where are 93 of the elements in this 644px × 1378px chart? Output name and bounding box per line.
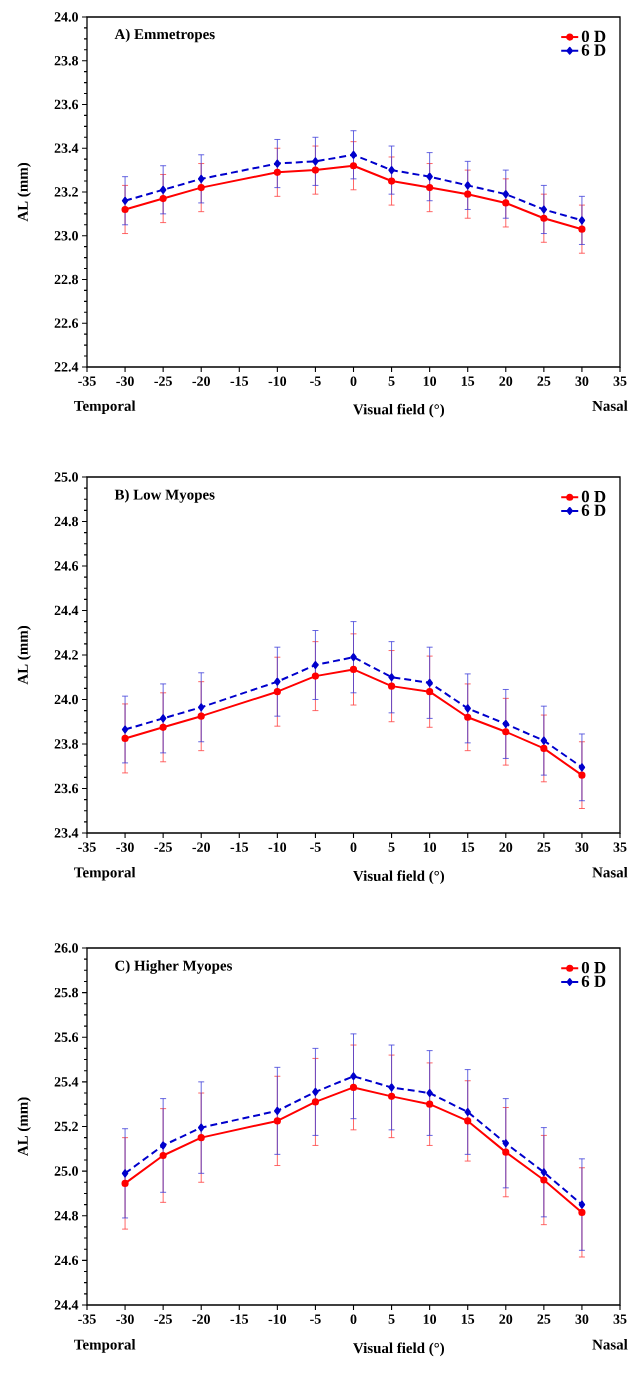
x-tick-label: 5 bbox=[388, 842, 395, 852]
x-tick-label: 0 bbox=[350, 842, 357, 852]
text: Temporal bbox=[74, 867, 136, 881]
y-tick-label: 24.6 bbox=[54, 1255, 79, 1266]
x-tick-label: 25 bbox=[537, 1314, 551, 1324]
x-tick-label: -10 bbox=[268, 1314, 287, 1324]
x-tick-label: 15 bbox=[461, 1314, 475, 1324]
x-tick-label: 10 bbox=[423, 1314, 437, 1324]
y-tick-label: 23.0 bbox=[54, 230, 78, 241]
y-tick-label: 24.4 bbox=[54, 1300, 79, 1310]
x-tick-label: -30 bbox=[116, 842, 134, 852]
x-tick-label: 25 bbox=[537, 376, 551, 386]
x-tick-label: -30 bbox=[116, 1314, 134, 1324]
x-axis-title: Visual field (°) bbox=[353, 1342, 445, 1357]
x-axis-title: Visual field (°) bbox=[353, 403, 445, 418]
y-tick-label: 25.0 bbox=[54, 1166, 78, 1176]
x-tick-label: 30 bbox=[575, 1314, 589, 1324]
y-tick-label: 23.8 bbox=[54, 739, 79, 749]
x-tick-label: -35 bbox=[78, 1314, 96, 1324]
x-tick-label: -30 bbox=[116, 376, 134, 386]
y-tick-label: 24.8 bbox=[54, 1210, 79, 1221]
y-tick-label: 24.2 bbox=[54, 650, 78, 660]
y-tick-label: 24.0 bbox=[54, 12, 78, 22]
x-tick-label: -35 bbox=[78, 842, 96, 852]
x-tick-label: -20 bbox=[192, 1314, 210, 1324]
y-tick-label: 25.8 bbox=[54, 987, 79, 998]
y-tick-label: 23.4 bbox=[54, 828, 79, 838]
x-tick-label: 10 bbox=[423, 842, 437, 852]
y-tick-label: 22.6 bbox=[54, 318, 79, 328]
x-tick-label: 30 bbox=[575, 842, 589, 852]
y-tick-label: 23.6 bbox=[54, 99, 79, 110]
x-tick-label: -25 bbox=[154, 842, 172, 852]
x-tick-label: -10 bbox=[268, 376, 287, 386]
x-tick-label: 20 bbox=[499, 1314, 513, 1324]
text: Nasal bbox=[592, 400, 628, 411]
x-tick-label: 0 bbox=[350, 376, 357, 386]
legend-label: 6 D bbox=[581, 975, 606, 988]
x-tick-label: 15 bbox=[461, 376, 475, 386]
legend-label: 0 D bbox=[581, 490, 606, 503]
x-tick-label: 0 bbox=[350, 1314, 357, 1324]
y-axis-title: AL (mm) bbox=[17, 625, 31, 685]
x-tick-label: -5 bbox=[310, 842, 321, 852]
y-tick-label: 23.8 bbox=[54, 55, 79, 66]
x-tick-label: -5 bbox=[310, 1314, 321, 1324]
legend-label: 0 D bbox=[581, 30, 606, 43]
x-tick-label: 10 bbox=[423, 376, 437, 386]
y-axis-title: AL (mm) bbox=[17, 162, 31, 222]
text: Temporal bbox=[74, 1339, 136, 1353]
x-tick-label: -25 bbox=[154, 376, 172, 386]
x-tick-label: 15 bbox=[461, 842, 475, 852]
legend-label: 6 D bbox=[581, 504, 606, 516]
x-tick-label: 35 bbox=[613, 376, 627, 386]
y-tick-label: 25.0 bbox=[54, 472, 78, 482]
y-axis-title: AL (mm) bbox=[17, 1097, 31, 1157]
x-tick-label: -5 bbox=[310, 376, 321, 386]
x-tick-label: -20 bbox=[192, 376, 210, 386]
text: B) Low Myopes bbox=[114, 489, 215, 503]
text: Nasal bbox=[592, 1339, 628, 1350]
y-tick-label: 24.6 bbox=[54, 561, 79, 571]
text: C) Higher Myopes bbox=[115, 960, 233, 974]
x-tick-label: 25 bbox=[537, 842, 551, 852]
x-tick-label: 20 bbox=[499, 842, 513, 852]
y-tick-label: 25.2 bbox=[54, 1121, 78, 1132]
x-tick-label: 30 bbox=[575, 376, 589, 386]
x-tick-label: -20 bbox=[192, 842, 210, 852]
x-tick-label: -15 bbox=[230, 842, 249, 852]
x-tick-label: 35 bbox=[613, 1314, 627, 1324]
x-tick-label: -15 bbox=[230, 376, 249, 386]
y-tick-label: 24.0 bbox=[54, 694, 78, 705]
x-tick-label: 5 bbox=[388, 1314, 395, 1324]
x-tick-label: -10 bbox=[268, 842, 287, 852]
y-tick-label: 23.6 bbox=[54, 783, 79, 794]
y-tick-label: 23.4 bbox=[54, 143, 79, 153]
text: Nasal bbox=[592, 867, 628, 878]
y-tick-label: 24.8 bbox=[54, 516, 79, 527]
x-tick-label: -25 bbox=[154, 1314, 172, 1324]
y-tick-label: 23.2 bbox=[54, 187, 78, 197]
y-tick-label: 24.4 bbox=[54, 605, 79, 616]
x-tick-label: -35 bbox=[78, 376, 96, 386]
x-tick-label: -15 bbox=[230, 1314, 249, 1324]
x-axis-title: Visual field (°) bbox=[353, 870, 445, 885]
text: A) Emmetropes bbox=[114, 28, 215, 43]
x-tick-label: 5 bbox=[388, 376, 395, 386]
y-tick-label: 26.0 bbox=[54, 943, 78, 953]
y-tick-label: 22.8 bbox=[54, 274, 79, 285]
x-tick-label: 35 bbox=[613, 842, 627, 852]
legend-label: 0 D bbox=[581, 961, 606, 974]
y-tick-label: 25.4 bbox=[54, 1077, 79, 1087]
y-tick-label: 22.4 bbox=[54, 362, 79, 372]
legend-label: 6 D bbox=[581, 44, 606, 56]
text: Temporal bbox=[74, 400, 136, 414]
y-tick-label: 25.6 bbox=[54, 1032, 79, 1042]
x-tick-label: 20 bbox=[499, 376, 513, 386]
